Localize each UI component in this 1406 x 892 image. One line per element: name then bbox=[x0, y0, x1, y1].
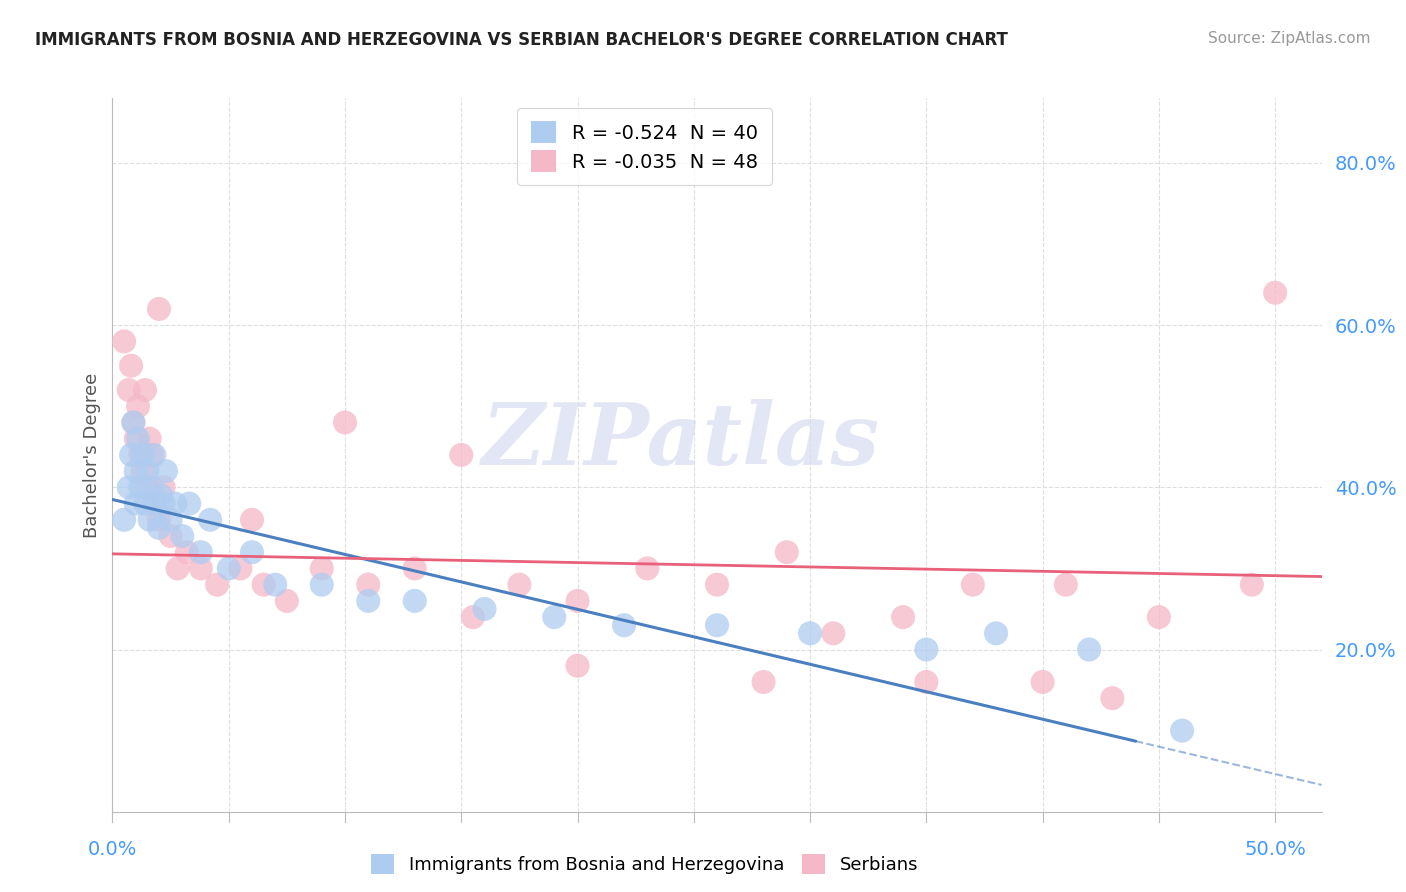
Point bbox=[176, 545, 198, 559]
Point bbox=[112, 334, 135, 349]
Point bbox=[166, 561, 188, 575]
Point bbox=[134, 383, 156, 397]
Point bbox=[129, 448, 152, 462]
Point bbox=[155, 464, 177, 478]
Point bbox=[198, 513, 221, 527]
Point bbox=[357, 577, 380, 591]
Point bbox=[1240, 577, 1263, 591]
Point bbox=[240, 545, 263, 559]
Point bbox=[143, 497, 166, 511]
Point bbox=[148, 513, 170, 527]
Point bbox=[125, 497, 148, 511]
Point bbox=[159, 529, 181, 543]
Point bbox=[165, 497, 187, 511]
Point bbox=[118, 480, 141, 494]
Point bbox=[132, 448, 155, 462]
Point bbox=[253, 577, 276, 591]
Point bbox=[150, 488, 173, 502]
Point bbox=[138, 432, 160, 446]
Point bbox=[543, 610, 565, 624]
Point bbox=[357, 594, 380, 608]
Point bbox=[148, 301, 170, 316]
Point bbox=[138, 513, 160, 527]
Point bbox=[152, 480, 174, 494]
Point bbox=[915, 675, 938, 690]
Point bbox=[311, 561, 333, 575]
Point bbox=[508, 577, 530, 591]
Point bbox=[127, 432, 149, 446]
Point bbox=[706, 577, 728, 591]
Point bbox=[120, 448, 142, 462]
Point bbox=[823, 626, 845, 640]
Point bbox=[125, 464, 148, 478]
Text: ZIPatlas: ZIPatlas bbox=[482, 399, 880, 483]
Point bbox=[122, 416, 145, 430]
Point bbox=[159, 513, 181, 527]
Point bbox=[143, 448, 166, 462]
Point bbox=[311, 577, 333, 591]
Point bbox=[962, 577, 984, 591]
Point bbox=[567, 594, 589, 608]
Point bbox=[179, 497, 201, 511]
Point bbox=[450, 448, 472, 462]
Point bbox=[567, 658, 589, 673]
Point bbox=[1078, 642, 1101, 657]
Point bbox=[799, 626, 821, 640]
Point bbox=[141, 448, 163, 462]
Point bbox=[474, 602, 496, 616]
Point bbox=[148, 521, 170, 535]
Point bbox=[127, 399, 149, 413]
Point bbox=[915, 642, 938, 657]
Point bbox=[333, 416, 356, 430]
Text: 0.0%: 0.0% bbox=[87, 840, 138, 859]
Point bbox=[132, 464, 155, 478]
Point bbox=[636, 561, 658, 575]
Point bbox=[752, 675, 775, 690]
Point bbox=[141, 480, 163, 494]
Legend: Immigrants from Bosnia and Herzegovina, Serbians: Immigrants from Bosnia and Herzegovina, … bbox=[363, 847, 925, 881]
Point bbox=[152, 497, 174, 511]
Point bbox=[190, 561, 212, 575]
Point bbox=[1101, 691, 1123, 706]
Text: 50.0%: 50.0% bbox=[1244, 840, 1306, 859]
Point bbox=[264, 577, 287, 591]
Point bbox=[984, 626, 1007, 640]
Point bbox=[190, 545, 212, 559]
Text: Source: ZipAtlas.com: Source: ZipAtlas.com bbox=[1208, 31, 1371, 46]
Point bbox=[229, 561, 252, 575]
Text: IMMIGRANTS FROM BOSNIA AND HERZEGOVINA VS SERBIAN BACHELOR'S DEGREE CORRELATION : IMMIGRANTS FROM BOSNIA AND HERZEGOVINA V… bbox=[35, 31, 1008, 49]
Y-axis label: Bachelor's Degree: Bachelor's Degree bbox=[83, 372, 101, 538]
Point bbox=[1147, 610, 1170, 624]
Point bbox=[461, 610, 484, 624]
Point bbox=[1171, 723, 1194, 738]
Point bbox=[122, 416, 145, 430]
Point bbox=[404, 561, 426, 575]
Point bbox=[118, 383, 141, 397]
Point bbox=[134, 497, 156, 511]
Point bbox=[136, 464, 159, 478]
Point bbox=[1264, 285, 1286, 300]
Point bbox=[218, 561, 240, 575]
Point bbox=[240, 513, 263, 527]
Point bbox=[136, 480, 159, 494]
Point bbox=[404, 594, 426, 608]
Point bbox=[276, 594, 298, 608]
Point bbox=[776, 545, 799, 559]
Point bbox=[125, 432, 148, 446]
Point bbox=[1054, 577, 1077, 591]
Point bbox=[172, 529, 194, 543]
Point bbox=[112, 513, 135, 527]
Point bbox=[145, 497, 167, 511]
Point bbox=[891, 610, 914, 624]
Point bbox=[706, 618, 728, 632]
Point bbox=[1032, 675, 1054, 690]
Point bbox=[120, 359, 142, 373]
Point bbox=[205, 577, 228, 591]
Point bbox=[129, 480, 152, 494]
Point bbox=[613, 618, 636, 632]
